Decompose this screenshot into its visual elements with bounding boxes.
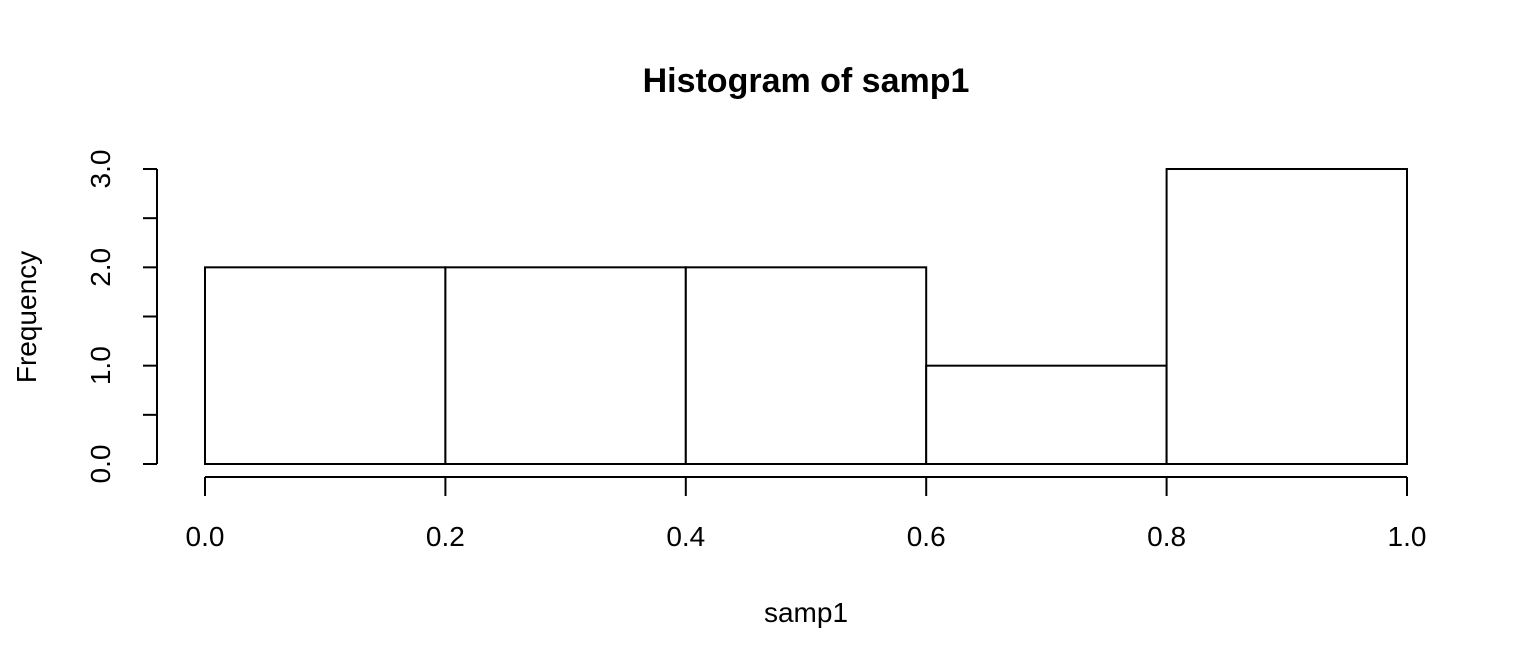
x-tick-label: 1.0 xyxy=(1388,521,1427,552)
chart-title: Histogram of samp1 xyxy=(643,62,970,100)
x-tick-label: 0.8 xyxy=(1147,521,1186,552)
y-axis: 0.0 1.0 2.0 3.0 xyxy=(85,150,158,484)
y-tick-label: 3.0 xyxy=(85,150,116,189)
x-tick-label: 0.2 xyxy=(426,521,465,552)
histogram-bar xyxy=(684,266,928,466)
histogram-bar xyxy=(444,266,687,466)
x-tick-label: 0.4 xyxy=(666,521,705,552)
y-tick-label: 2.0 xyxy=(85,248,116,287)
histogram-bars xyxy=(204,168,1408,466)
x-axis-label: samp1 xyxy=(764,597,848,628)
histogram-bar xyxy=(925,364,1168,465)
x-axis: 0.0 0.2 0.4 0.6 0.8 1.0 xyxy=(186,476,1427,552)
y-tick-label: 0.0 xyxy=(85,445,116,484)
histogram-bar xyxy=(1165,168,1408,465)
x-tick-label: 0.6 xyxy=(907,521,946,552)
histogram-bar xyxy=(204,266,447,466)
x-tick-label: 0.0 xyxy=(186,521,225,552)
y-axis-label: Frequency xyxy=(11,251,42,383)
y-tick-label: 1.0 xyxy=(85,346,116,385)
